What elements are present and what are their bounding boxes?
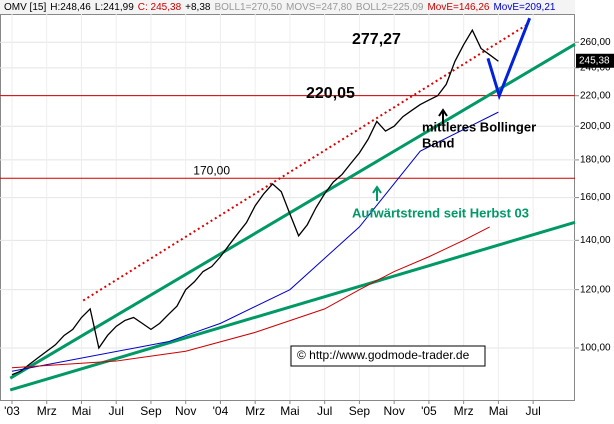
level-label: 170,00	[193, 163, 230, 177]
header-item: MOVS=247,80	[286, 2, 352, 13]
trend-line	[9, 42, 576, 380]
series-line	[11, 111, 499, 372]
series-line	[11, 226, 490, 369]
x-tick-label: '03	[4, 404, 20, 418]
price-tag-label: 245,38	[579, 55, 610, 66]
header-item: C: 245,38	[138, 2, 182, 13]
x-tick-label: Mrz	[454, 404, 474, 418]
trend-line	[82, 24, 527, 302]
annotation: mittleres Bollinger	[422, 119, 536, 134]
x-tick-label: Nov	[383, 404, 404, 418]
peak-label: 277,27	[352, 31, 401, 48]
x-tick-label: Sep	[349, 404, 371, 418]
y-tick-label: 200,00	[580, 121, 611, 132]
header-bar	[0, 0, 575, 14]
header-item: BOLL1=270,50	[214, 2, 282, 13]
copyright: © http://www.godmode-trader.de	[297, 348, 470, 362]
y-tick-label: 100,00	[580, 343, 611, 354]
y-tick-label: 220,00	[580, 90, 611, 101]
header-item: BOLL2=225,09	[356, 2, 424, 13]
y-tick-label: 240,00	[580, 63, 611, 74]
x-tick-label: Mai	[280, 404, 299, 418]
y-tick-label: 180,00	[580, 155, 611, 166]
plot-frame	[0, 14, 575, 401]
price-tag	[576, 53, 614, 68]
header-item: +8,38	[185, 2, 211, 13]
x-tick-label: Mai	[72, 404, 91, 418]
annotation: Band	[422, 135, 455, 150]
x-tick-label: Nov	[175, 404, 196, 418]
x-tick-label: Jul	[525, 404, 540, 418]
annotation: Aufwärtstrend seit Herbst 03	[352, 205, 529, 220]
y-tick-label: 120,00	[580, 284, 611, 295]
x-tick-label: '05	[421, 404, 437, 418]
trend-line	[486, 17, 532, 101]
x-tick-label: Sep	[140, 404, 162, 418]
y-tick-label: 260,00	[580, 37, 611, 48]
x-tick-label: Mai	[489, 404, 508, 418]
header-item: H:248,46	[50, 2, 91, 13]
y-tick-label: 140,00	[580, 235, 611, 246]
header-item: MovE=209,21	[493, 2, 555, 13]
arrow	[372, 185, 382, 201]
level-label: 220,05	[306, 85, 355, 102]
header: OMV [15] H:248,46 L:241,99 C: 245,38 +8,38 BO…	[4, 2, 556, 13]
arrow	[438, 108, 448, 124]
copyright-box	[290, 345, 486, 367]
header-item: L:241,99	[95, 2, 134, 13]
x-tick-label: Mrz	[245, 404, 265, 418]
x-tick-label: Mrz	[37, 404, 57, 418]
header-item: MovE=146,26	[427, 2, 489, 13]
header-item: OMV [15]	[4, 2, 46, 13]
x-tick-label: Jul	[317, 404, 332, 418]
x-tick-label: Jul	[109, 404, 124, 418]
x-tick-label: '04	[213, 404, 229, 418]
y-tick-label: 160,00	[580, 192, 611, 203]
series-line	[11, 28, 499, 376]
